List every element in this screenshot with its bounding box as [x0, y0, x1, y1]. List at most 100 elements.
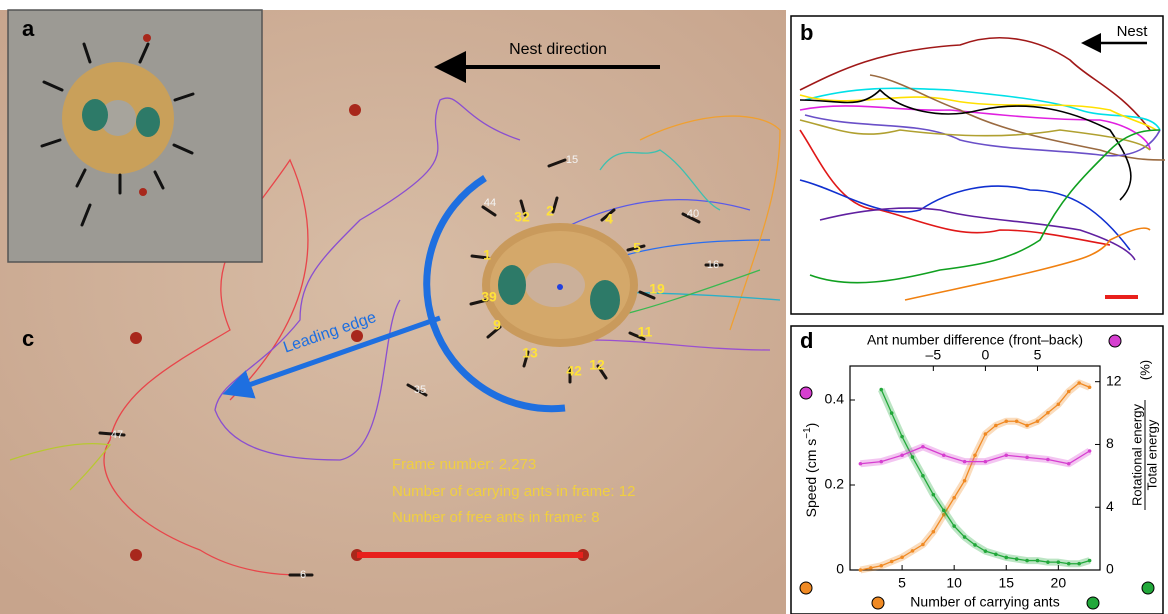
data-point — [1056, 560, 1061, 564]
data-point — [1087, 449, 1092, 453]
nest-label-b: Nest — [1117, 23, 1149, 40]
x-tick-label: 20 — [1051, 575, 1067, 591]
data-point — [1066, 389, 1071, 394]
free-ant-id: 44 — [484, 197, 496, 209]
carrying-ant-id: 9 — [493, 317, 501, 333]
data-point — [858, 461, 863, 466]
data-point — [858, 568, 863, 572]
x2-tick-label: 0 — [982, 347, 990, 363]
carrying-ant-id: 2 — [546, 203, 554, 219]
data-point — [941, 512, 946, 517]
panel-label: a — [22, 16, 35, 41]
panel-c: Leading edge Nest direction 32 2 41 539 199 1… — [0, 10, 786, 614]
y-label-text: Speed (cm s — [803, 439, 819, 518]
data-point — [900, 453, 904, 458]
data-point — [879, 563, 884, 568]
data-point — [1014, 557, 1019, 561]
carrying-ant-id: 19 — [649, 281, 665, 297]
data-point — [962, 535, 967, 539]
data-point — [973, 453, 977, 458]
data-point — [1025, 455, 1029, 460]
data-point — [983, 432, 988, 436]
x2-axis-label: Ant number difference (front–back) — [867, 332, 1083, 348]
data-point — [1025, 558, 1029, 563]
color-key — [1141, 581, 1155, 595]
free-ant-id: 16 — [707, 259, 719, 271]
data-point — [952, 524, 956, 528]
data-point — [931, 529, 936, 534]
color-key — [799, 581, 813, 595]
frame-info-line: Number of free ants in frame: 8 — [392, 509, 600, 526]
color-key — [1108, 334, 1122, 348]
frame-info: Frame number: 2,273 Number of carrying a… — [392, 456, 635, 526]
data-point — [900, 434, 904, 439]
y-axis-label: Speed (cm s−1) — [802, 423, 819, 518]
data-point — [1004, 419, 1009, 424]
frame-info-line: Frame number: 2,273 — [392, 456, 536, 473]
panel-a: a — [7, 9, 263, 263]
color-key — [1086, 596, 1100, 610]
data-point — [910, 549, 915, 553]
panel-label: c — [22, 326, 34, 351]
data-point — [1056, 402, 1061, 407]
data-point — [889, 559, 894, 564]
data-point — [1046, 560, 1050, 564]
data-point — [921, 444, 925, 449]
y-tick-label: 0.4 — [825, 391, 845, 407]
panel-label: d — [800, 328, 813, 353]
data-point — [994, 552, 998, 557]
y-label-sup: −1 — [802, 427, 813, 439]
data-point — [962, 459, 967, 464]
data-point — [952, 495, 956, 500]
panel-label: b — [800, 20, 813, 45]
y2-numerator: Rotational energy — [1129, 404, 1144, 506]
data-point — [1035, 419, 1040, 424]
y-tick-label: 0.2 — [825, 476, 845, 492]
leading-edge-arrow — [222, 315, 441, 399]
data-point — [962, 478, 967, 483]
free-ant-id: 47 — [111, 429, 123, 441]
free-ant-id: 15 — [566, 154, 578, 166]
carrying-ant-id: 39 — [481, 289, 497, 305]
data-point — [1025, 423, 1029, 428]
carrying-ant-id: 12 — [589, 357, 605, 373]
frame-info-line: Number of carrying ants in frame: 12 — [392, 483, 635, 500]
trajectories-b — [799, 37, 1166, 301]
data-point — [1046, 457, 1050, 462]
data-point — [1004, 453, 1009, 458]
y2-denominator: Total energy — [1144, 419, 1159, 490]
y2-tick-label: 12 — [1106, 372, 1122, 388]
x-tick-label: 5 — [898, 575, 906, 591]
y2-tick-label: 4 — [1106, 498, 1114, 514]
data-point — [1087, 558, 1092, 563]
series-line — [860, 446, 1090, 465]
data-point — [983, 549, 988, 553]
free-ant-id: 6 — [300, 569, 306, 581]
data-point — [973, 543, 977, 547]
y2-tick-label: 0 — [1106, 561, 1114, 577]
data-point — [1087, 385, 1092, 390]
data-point — [869, 566, 873, 570]
x-tick-label: 10 — [946, 575, 962, 591]
plot-frame — [849, 365, 1101, 571]
y2-unit: (%) — [1137, 360, 1152, 380]
data-point — [983, 459, 988, 464]
data-point — [879, 459, 884, 464]
panel-d: d Ant number difference (front–back) Num… — [790, 325, 1164, 614]
data-point — [879, 387, 884, 392]
color-key — [871, 596, 885, 610]
color-key — [799, 386, 813, 400]
data-point — [921, 542, 925, 547]
data-point — [1014, 419, 1019, 424]
ants — [98, 158, 724, 577]
food-item — [482, 223, 638, 347]
panel-b: Nest b — [790, 15, 1166, 315]
carrying-ant-id: 42 — [566, 363, 582, 379]
data-point — [921, 474, 925, 478]
y-tick-label: 0 — [836, 561, 844, 577]
x2-tick-label: 5 — [1034, 347, 1042, 363]
data-point — [1004, 555, 1009, 560]
data-point — [1077, 381, 1081, 385]
